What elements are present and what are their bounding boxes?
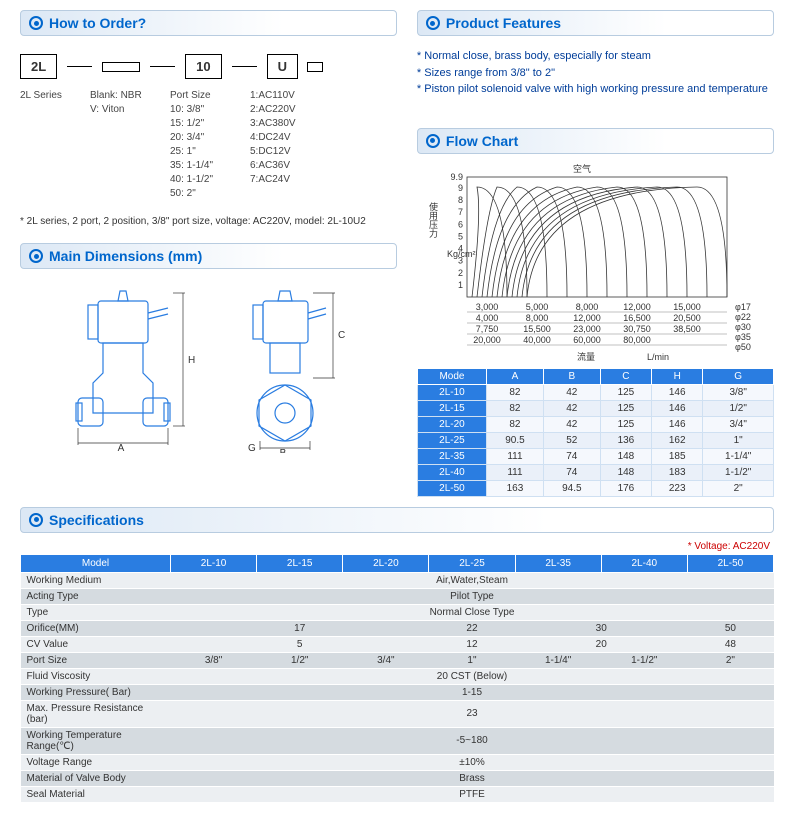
order-sep — [232, 66, 257, 67]
svg-text:6: 6 — [458, 219, 463, 229]
svg-text:2: 2 — [458, 267, 463, 277]
header-text: Main Dimensions (mm) — [49, 248, 202, 264]
svg-text:7,750: 7,750 — [476, 324, 499, 334]
bullet-icon — [426, 16, 440, 30]
svg-text:15,500: 15,500 — [523, 324, 551, 334]
svg-text:φ22: φ22 — [735, 312, 751, 322]
bullet-icon — [426, 134, 440, 148]
header-text: How to Order? — [49, 15, 146, 31]
header-specifications: Specifications — [20, 507, 774, 533]
dim-label-b: B — [280, 448, 287, 453]
order-box: U — [267, 54, 298, 79]
svg-text:φ30: φ30 — [735, 322, 751, 332]
dim-label-a: A — [118, 443, 125, 453]
order-col-blank: Blank: NBRV: Viton — [90, 89, 160, 201]
dim-label-c: C — [338, 330, 345, 341]
order-col-volt: 1:AC110V2:AC220V3:AC380V4:DC24V5:DC12V6:… — [250, 89, 320, 201]
order-columns: 2L Series Blank: NBRV: Viton Port Size 1… — [20, 89, 397, 201]
svg-text:7: 7 — [458, 207, 463, 217]
dim-label-g: G — [248, 443, 256, 453]
svg-text:16,500: 16,500 — [623, 313, 651, 323]
svg-text:L/min: L/min — [647, 352, 669, 362]
order-sep — [67, 66, 92, 67]
series-label: 2L Series — [20, 89, 80, 103]
svg-text:15,000: 15,000 — [673, 302, 701, 312]
svg-text:20,000: 20,000 — [473, 335, 501, 345]
svg-text:8,000: 8,000 — [526, 313, 549, 323]
svg-text:3,000: 3,000 — [476, 302, 499, 312]
flow-chart: 空气 1234567899.9 使用压力 Kg/cm² 3,0005,0008,… — [417, 162, 757, 362]
header-flow-chart: Flow Chart — [417, 128, 774, 154]
svg-text:1: 1 — [458, 279, 463, 289]
port-size-title: Port Size — [170, 89, 240, 103]
header-features: Product Features — [417, 10, 774, 36]
dimensions-table: ModeABCHG 2L-1082421251463/8"2L-15824212… — [417, 368, 774, 497]
svg-text:9.9: 9.9 — [450, 172, 463, 182]
flow-chart-svg: 空气 1234567899.9 使用压力 Kg/cm² 3,0005,0008,… — [417, 162, 757, 362]
dimension-drawing: A H — [20, 277, 397, 463]
dim-label-h: H — [188, 355, 195, 366]
header-main-dim: Main Dimensions (mm) — [20, 243, 397, 269]
header-text: Flow Chart — [446, 133, 518, 149]
order-box-suffix — [307, 62, 323, 72]
order-box — [102, 62, 140, 72]
svg-text:5,000: 5,000 — [526, 302, 549, 312]
dim-side-svg: C G B — [218, 283, 368, 453]
svg-text:8: 8 — [458, 195, 463, 205]
voltage-note: * Voltage: AC220V — [24, 541, 770, 552]
order-box: 2L — [20, 54, 57, 79]
svg-text:流量: 流量 — [577, 351, 595, 362]
bullet-icon — [29, 16, 43, 30]
bullet-icon — [29, 513, 43, 527]
svg-text:20,500: 20,500 — [673, 313, 701, 323]
header-how-to-order: How to Order? — [20, 10, 397, 36]
svg-text:使用压力: 使用压力 — [428, 200, 438, 238]
order-sep — [150, 66, 175, 67]
spec-table: Model2L-102L-152L-202L-252L-352L-402L-50… — [20, 554, 774, 803]
dim-front-svg: A H — [48, 283, 208, 453]
svg-text:80,000: 80,000 — [623, 335, 651, 345]
svg-text:23,000: 23,000 — [573, 324, 601, 334]
order-box: 10 — [185, 54, 221, 79]
svg-text:5: 5 — [458, 231, 463, 241]
svg-text:空气: 空气 — [573, 163, 591, 174]
header-text: Product Features — [446, 15, 561, 31]
svg-text:9: 9 — [458, 182, 463, 192]
svg-text:φ50: φ50 — [735, 342, 751, 352]
svg-text:12,000: 12,000 — [623, 302, 651, 312]
svg-text:φ17: φ17 — [735, 302, 751, 312]
order-col-port: 10: 3/8"15: 1/2"20: 3/4"25: 1"35: 1-1/4"… — [170, 103, 240, 201]
svg-text:40,000: 40,000 — [523, 335, 551, 345]
order-note: * 2L series, 2 port, 2 position, 3/8" po… — [20, 215, 397, 229]
svg-text:Kg/cm²: Kg/cm² — [447, 249, 476, 259]
svg-text:38,500: 38,500 — [673, 324, 701, 334]
order-code-line: 2L 10 U — [20, 44, 397, 85]
header-text: Specifications — [49, 512, 144, 528]
svg-text:4,000: 4,000 — [476, 313, 499, 323]
svg-text:60,000: 60,000 — [573, 335, 601, 345]
features-list: Normal close, brass body, especially for… — [417, 44, 774, 108]
bullet-icon — [29, 249, 43, 263]
svg-text:φ35: φ35 — [735, 332, 751, 342]
svg-text:8,000: 8,000 — [576, 302, 599, 312]
svg-text:30,750: 30,750 — [623, 324, 651, 334]
svg-text:12,000: 12,000 — [573, 313, 601, 323]
